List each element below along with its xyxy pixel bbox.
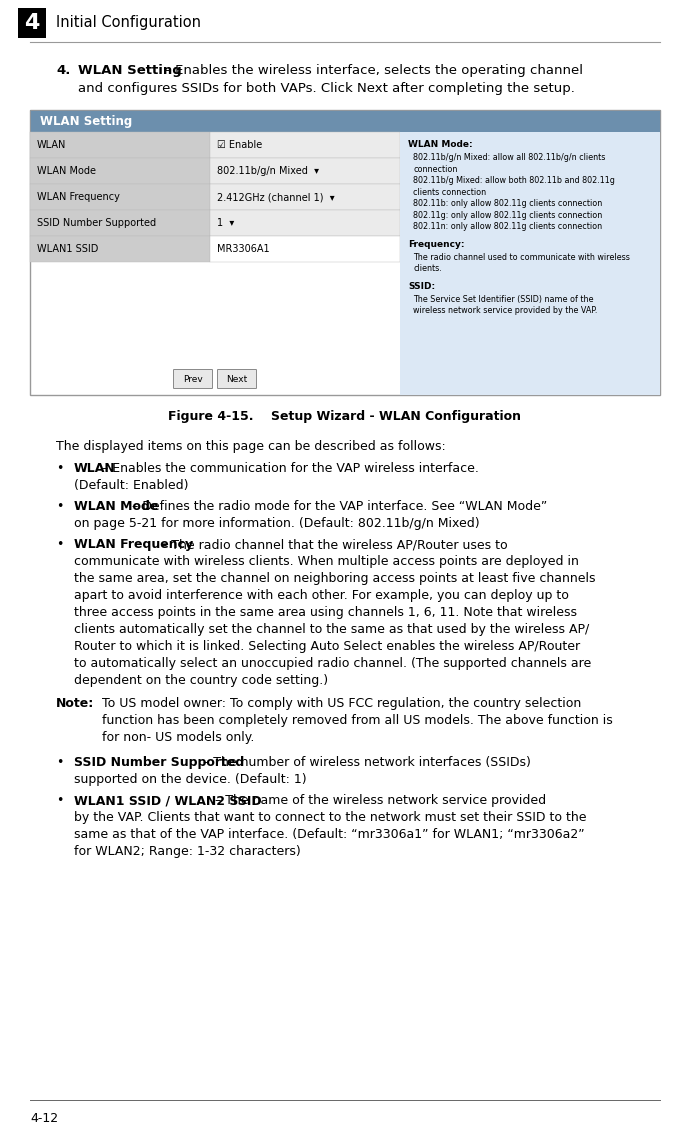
Text: The radio channel used to communicate with wireless: The radio channel used to communicate wi… [413, 253, 630, 262]
Bar [30, 111, 660, 132]
FancyBboxPatch shape [173, 370, 212, 388]
Text: WLAN Setting: WLAN Setting [40, 115, 133, 127]
Bar [210, 210, 400, 236]
Text: •: • [56, 794, 64, 807]
Text: 4: 4 [25, 14, 40, 33]
Text: Next: Next [226, 374, 248, 384]
Text: 802.11b/g/n Mixed: allow all 802.11b/g/n clients: 802.11b/g/n Mixed: allow all 802.11b/g/n… [413, 153, 605, 162]
Text: – Enables the wireless interface, selects the operating channel: – Enables the wireless interface, select… [160, 64, 583, 77]
Text: function has been completely removed from all US models. The above function is: function has been completely removed fro… [90, 714, 613, 728]
Text: •: • [56, 462, 64, 475]
Bar [210, 236, 400, 262]
Text: clients connection: clients connection [413, 187, 486, 196]
Text: clients automatically set the channel to the same as that used by the wireless A: clients automatically set the channel to… [74, 623, 589, 636]
Text: 802.11n: only allow 802.11g clients connection: 802.11n: only allow 802.11g clients conn… [413, 222, 602, 231]
Text: for WLAN2; Range: 1-32 characters): for WLAN2; Range: 1-32 characters) [74, 845, 301, 858]
Text: Router to which it is linked. Selecting Auto Select enables the wireless AP/Rout: Router to which it is linked. Selecting … [74, 640, 580, 653]
Text: by the VAP. Clients that want to connect to the network must set their SSID to t: by the VAP. Clients that want to connect… [74, 811, 587, 823]
Text: – The name of the wireless network service provided: – The name of the wireless network servi… [211, 794, 546, 807]
Bar [30, 236, 210, 262]
Text: same as that of the VAP interface. (Default: “mr3306a1” for WLAN1; “mr3306a2”: same as that of the VAP interface. (Defa… [74, 828, 585, 841]
Text: clients.: clients. [413, 264, 442, 273]
Bar [210, 158, 400, 184]
Text: WLAN Setting: WLAN Setting [78, 64, 182, 77]
Bar [18, 8, 46, 38]
Text: Initial Configuration: Initial Configuration [56, 16, 201, 30]
Text: The displayed items on this page can be described as follows:: The displayed items on this page can be … [56, 440, 446, 453]
Bar [30, 111, 660, 395]
Text: •: • [56, 538, 64, 550]
Text: connection: connection [413, 165, 458, 174]
Text: WLAN Mode: WLAN Mode [74, 500, 158, 513]
Text: ☑ Enable: ☑ Enable [217, 140, 262, 150]
Text: 802.11b: only allow 802.11g clients connection: 802.11b: only allow 802.11g clients conn… [413, 199, 602, 208]
Text: WLAN Mode: WLAN Mode [37, 166, 96, 176]
Text: 802.11b/g Mixed: allow both 802.11b and 802.11g: 802.11b/g Mixed: allow both 802.11b and … [413, 176, 615, 185]
Text: WLAN Mode:: WLAN Mode: [408, 140, 473, 149]
Text: – Defines the radio mode for the VAP interface. See “WLAN Mode”: – Defines the radio mode for the VAP int… [128, 500, 547, 513]
Text: WLAN Frequency: WLAN Frequency [74, 538, 193, 550]
Text: SSID Number Supported: SSID Number Supported [74, 756, 245, 769]
Text: – Enables the communication for the VAP wireless interface.: – Enables the communication for the VAP … [98, 462, 479, 475]
Text: SSID:: SSID: [408, 282, 435, 291]
Text: WLAN1 SSID / WLAN2 SSID: WLAN1 SSID / WLAN2 SSID [74, 794, 262, 807]
Text: •: • [56, 756, 64, 769]
Text: supported on the device. (Default: 1): supported on the device. (Default: 1) [74, 773, 307, 786]
Text: Prev: Prev [183, 374, 203, 384]
Text: Note:: Note: [56, 697, 94, 710]
Bar [210, 132, 400, 158]
Text: 802.11g: only allow 802.11g clients connection: 802.11g: only allow 802.11g clients conn… [413, 211, 602, 220]
FancyBboxPatch shape [217, 370, 257, 388]
Text: •: • [56, 500, 64, 513]
Text: dependent on the country code setting.): dependent on the country code setting.) [74, 675, 328, 687]
Bar [30, 184, 210, 210]
Text: The Service Set Identifier (SSID) name of the: The Service Set Identifier (SSID) name o… [413, 294, 594, 303]
Text: (Default: Enabled): (Default: Enabled) [74, 479, 189, 492]
Text: WLAN Frequency: WLAN Frequency [37, 192, 120, 202]
Text: – The radio channel that the wireless AP/Router uses to: – The radio channel that the wireless AP… [157, 538, 508, 550]
Text: 1  ▾: 1 ▾ [217, 218, 234, 228]
Text: 2.412GHz (channel 1)  ▾: 2.412GHz (channel 1) ▾ [217, 192, 335, 202]
Bar [30, 210, 210, 236]
Text: three access points in the same area using channels 1, 6, 11. Note that wireless: three access points in the same area usi… [74, 606, 577, 619]
Text: MR3306A1: MR3306A1 [217, 244, 270, 254]
Text: WLAN: WLAN [74, 462, 115, 475]
Bar [30, 158, 210, 184]
Text: on page 5-21 for more information. (Default: 802.11b/g/n Mixed): on page 5-21 for more information. (Defa… [74, 517, 479, 530]
Text: communicate with wireless clients. When multiple access points are deployed in: communicate with wireless clients. When … [74, 555, 579, 569]
Text: and configures SSIDs for both VAPs. Click Next after completing the setup.: and configures SSIDs for both VAPs. Clic… [78, 82, 575, 95]
Text: Figure 4-15.    Setup Wizard - WLAN Configuration: Figure 4-15. Setup Wizard - WLAN Configu… [169, 409, 522, 423]
Text: apart to avoid interference with each other. For example, you can deploy up to: apart to avoid interference with each ot… [74, 589, 569, 602]
Text: 802.11b/g/n Mixed  ▾: 802.11b/g/n Mixed ▾ [217, 166, 319, 176]
Text: 4.: 4. [56, 64, 70, 77]
Bar [400, 132, 660, 395]
Text: SSID Number Supported: SSID Number Supported [37, 218, 156, 228]
Text: the same area, set the channel on neighboring access points at least five channe: the same area, set the channel on neighb… [74, 572, 596, 585]
Text: To US model owner: To comply with US FCC regulation, the country selection: To US model owner: To comply with US FCC… [90, 697, 581, 710]
Text: for non- US models only.: for non- US models only. [90, 731, 254, 744]
Text: WLAN1 SSID: WLAN1 SSID [37, 244, 98, 254]
Text: Frequency:: Frequency: [408, 239, 464, 248]
Bar [210, 184, 400, 210]
Text: – The number of wireless network interfaces (SSIDs): – The number of wireless network interfa… [199, 756, 531, 769]
Text: 4-12: 4-12 [30, 1112, 58, 1125]
Text: WLAN: WLAN [37, 140, 66, 150]
Text: to automatically select an unoccupied radio channel. (The supported channels are: to automatically select an unoccupied ra… [74, 656, 591, 670]
Bar [30, 132, 210, 158]
Text: wireless network service provided by the VAP.: wireless network service provided by the… [413, 306, 598, 315]
